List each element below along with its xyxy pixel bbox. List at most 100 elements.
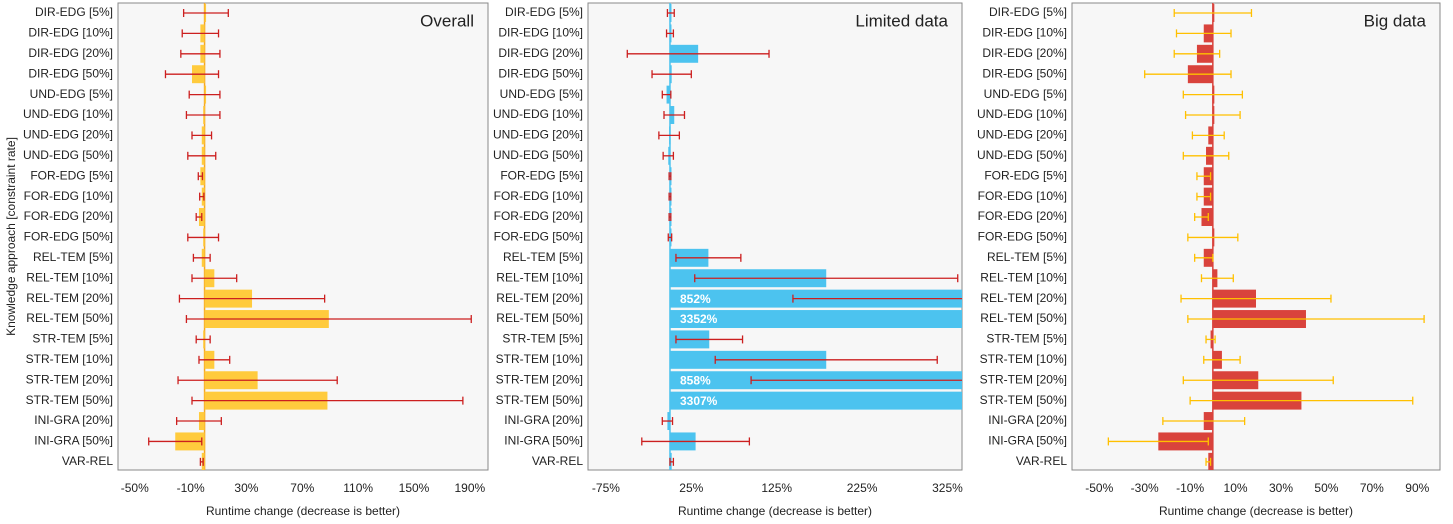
y-axis-label: Knowledge approach [constraint rate]: [4, 137, 18, 336]
category-label: DIR-EDG [5%]: [989, 5, 1067, 19]
category-label: DIR-EDG [5%]: [505, 5, 583, 19]
category-label: DIR-EDG [10%]: [498, 26, 583, 40]
category-label: FOR-EDG [10%]: [24, 189, 113, 203]
error-bar: [626, 49, 770, 58]
error-bar: [185, 111, 221, 120]
category-label: STR-TEM [20%]: [980, 372, 1067, 386]
error-bar: [1180, 294, 1332, 303]
x-tick-label: -50%: [1085, 481, 1113, 495]
error-bar: [663, 111, 686, 120]
category-label: UND-EDG [5%]: [30, 87, 113, 101]
error-bar: [1205, 457, 1212, 466]
error-bar: [1194, 213, 1209, 222]
category-label: UND-EDG [20%]: [493, 128, 583, 142]
error-bar: [185, 315, 472, 324]
category-label: UND-EDG [5%]: [984, 87, 1067, 101]
error-bar: [1182, 151, 1230, 160]
error-bar: [177, 376, 338, 385]
category-label: INI-GRA [20%]: [34, 413, 113, 427]
error-bar: [191, 274, 238, 283]
error-bar: [1175, 29, 1232, 38]
error-bar: [1173, 49, 1221, 58]
category-label: DIR-EDG [5%]: [35, 5, 113, 19]
category-label: VAR-REL: [1016, 454, 1067, 468]
error-bar: [182, 9, 229, 17]
error-bar: [662, 151, 675, 160]
x-tick-label: 110%: [343, 481, 373, 495]
x-tick-label: 125%: [761, 481, 792, 495]
value-label: 3307%: [680, 394, 718, 408]
error-bar: [792, 294, 962, 303]
x-tick-label: 70%: [1360, 481, 1384, 495]
error-bar: [658, 131, 681, 140]
category-label: STR-TEM [20%]: [26, 372, 113, 386]
x-tick-label: -75%: [592, 481, 620, 495]
category-label: STR-TEM [5%]: [986, 332, 1067, 346]
category-label: REL-TEM [5%]: [987, 250, 1067, 264]
category-label: REL-TEM [10%]: [980, 270, 1067, 284]
error-bar: [694, 274, 959, 283]
error-bar: [188, 90, 221, 99]
error-bar: [187, 233, 220, 242]
category-label: INI-GRA [50%]: [504, 434, 583, 448]
category-label: UND-EDG [20%]: [977, 128, 1067, 142]
error-bar: [661, 90, 672, 99]
error-bar: [1182, 90, 1244, 99]
category-label: FOR-EDG [10%]: [978, 189, 1067, 203]
category-label: UND-EDG [50%]: [23, 148, 113, 162]
category-label: UND-EDG [10%]: [977, 107, 1067, 121]
error-bar: [665, 29, 675, 38]
category-label: FOR-EDG [5%]: [500, 168, 583, 182]
category-label: FOR-EDG [20%]: [24, 209, 113, 223]
plot: [148, 3, 472, 470]
category-label: DIR-EDG [50%]: [498, 66, 583, 80]
error-bar: [1173, 9, 1253, 17]
error-bar: [199, 192, 205, 201]
error-bar: [191, 131, 213, 140]
x-tick-label: 90%: [1405, 481, 1429, 495]
category-label: FOR-EDG [50%]: [24, 230, 113, 244]
category-label: DIR-EDG [10%]: [982, 26, 1067, 40]
x-axis-label: Runtime change (decrease is better): [1159, 504, 1353, 518]
category-label: DIR-EDG [10%]: [28, 26, 113, 40]
category-label: DIR-EDG [20%]: [498, 46, 583, 60]
error-bar: [1200, 274, 1234, 283]
error-bar: [181, 29, 220, 38]
x-tick-label: 30%: [234, 481, 258, 495]
value-label: 3352%: [680, 312, 718, 326]
category-label: STR-TEM [10%]: [980, 352, 1067, 366]
error-bar: [675, 253, 742, 262]
category-label: FOR-EDG [5%]: [30, 168, 113, 182]
plot: [626, 3, 962, 470]
value-label: 858%: [680, 373, 711, 387]
category-label: REL-TEM [20%]: [496, 291, 583, 305]
error-bar: [1203, 355, 1241, 364]
x-tick-label: 325%: [932, 481, 963, 495]
category-label: STR-TEM [10%]: [26, 352, 113, 366]
x-tick-label: 10%: [1224, 481, 1248, 495]
category-label: FOR-EDG [50%]: [978, 230, 1067, 244]
error-bar: [1182, 376, 1334, 385]
category-label: STR-TEM [10%]: [496, 352, 583, 366]
error-bar: [199, 457, 204, 466]
error-bar: [1191, 131, 1225, 140]
error-bar: [1189, 396, 1414, 405]
category-label: DIR-EDG [50%]: [982, 66, 1067, 80]
chart-title: Overall: [420, 11, 474, 30]
error-bar: [192, 253, 211, 262]
category-label: VAR-REL: [62, 454, 113, 468]
category-label: VAR-REL: [532, 454, 583, 468]
category-label: FOR-EDG [20%]: [978, 209, 1067, 223]
x-tick-label: 25%: [679, 481, 703, 495]
category-label: INI-GRA [50%]: [988, 434, 1067, 448]
error-bar: [180, 49, 221, 58]
category-label: FOR-EDG [50%]: [494, 230, 583, 244]
plot: [1107, 3, 1425, 470]
x-tick-label: 225%: [847, 481, 878, 495]
error-bar: [1162, 417, 1246, 426]
x-tick-label: -30%: [1131, 481, 1159, 495]
category-label: STR-TEM [20%]: [496, 372, 583, 386]
category-label: STR-TEM [50%]: [980, 393, 1067, 407]
error-bar: [195, 213, 203, 222]
error-bar: [669, 457, 675, 466]
